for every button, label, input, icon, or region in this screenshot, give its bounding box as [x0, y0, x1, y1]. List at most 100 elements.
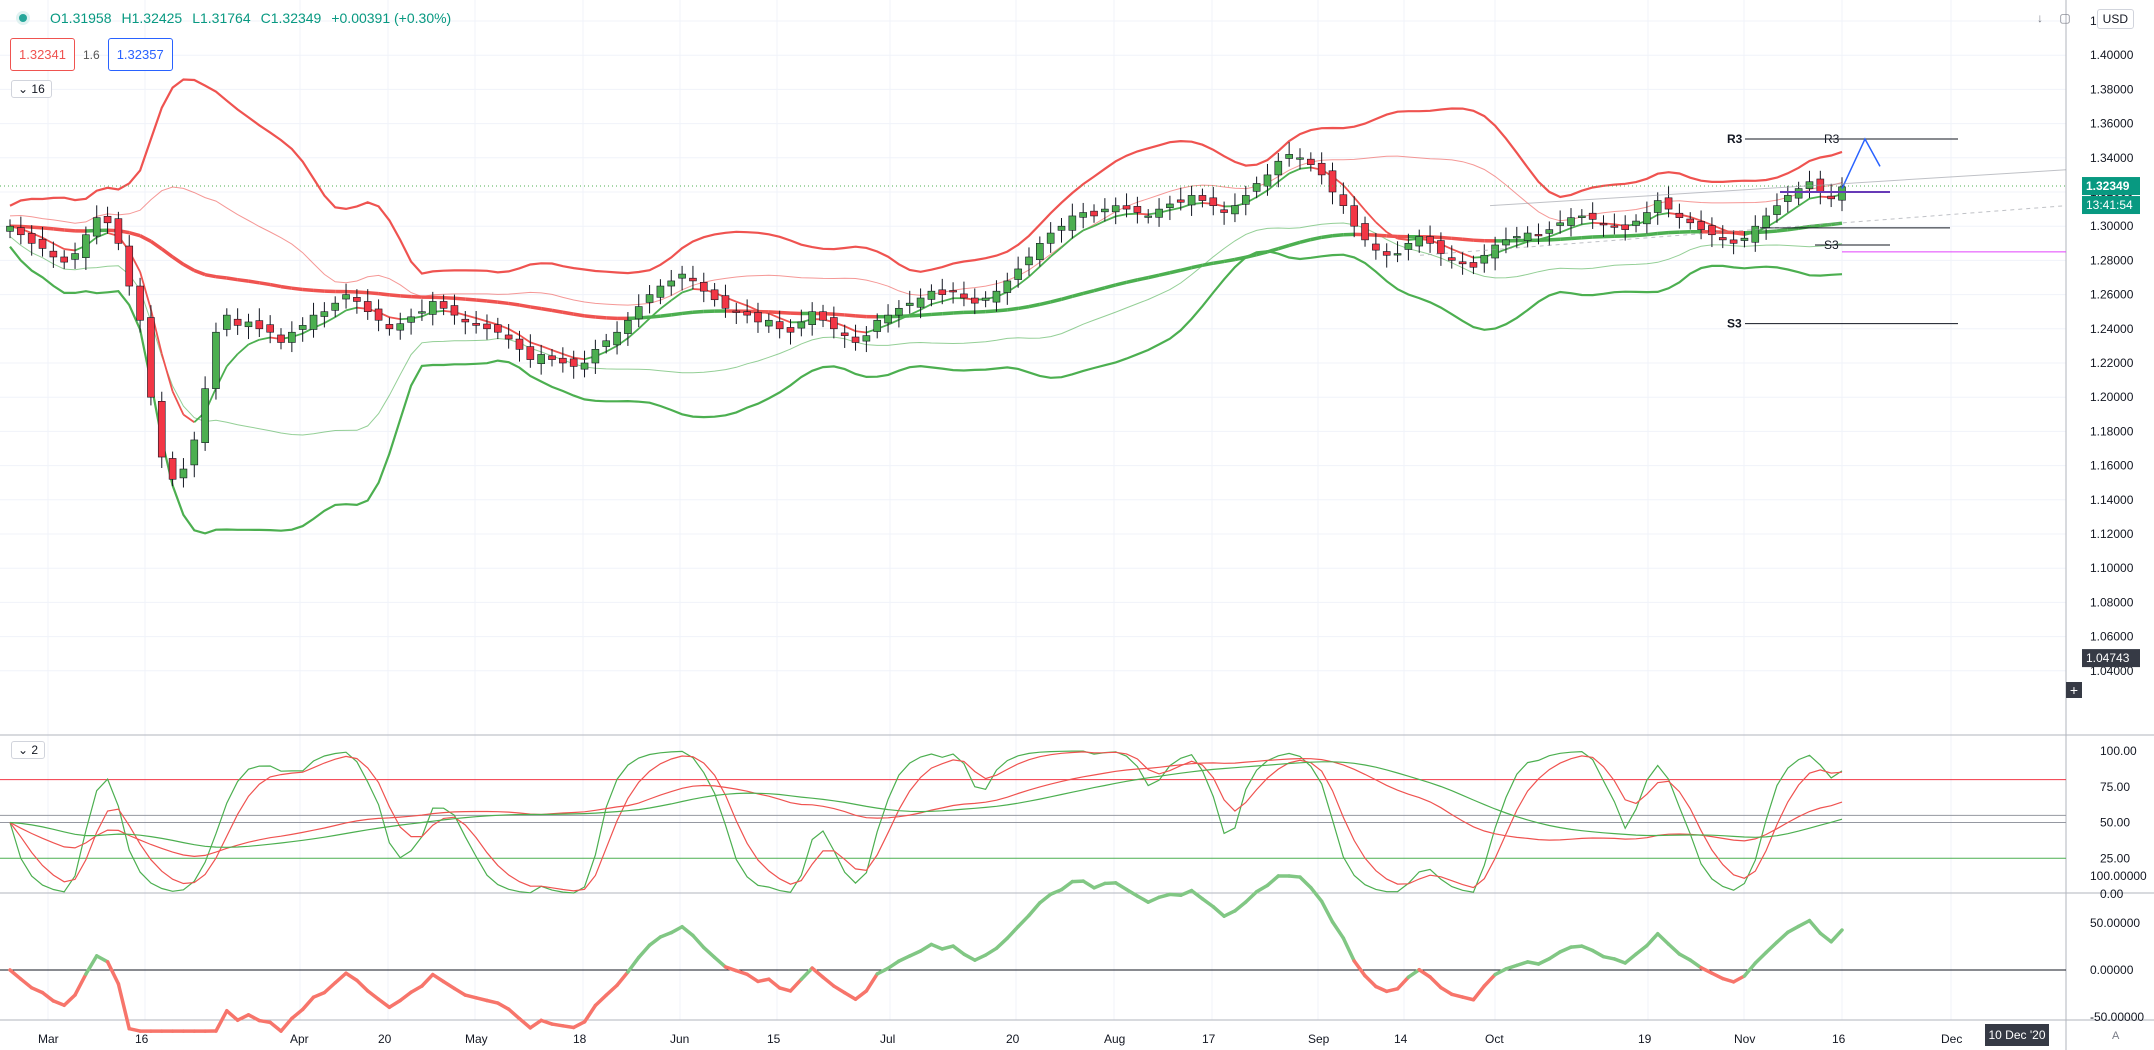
candle-body: [1263, 174, 1272, 187]
long-ma-segment: [1028, 302, 1041, 309]
long-ma-segment: [996, 308, 1008, 313]
short-ma-segment: [681, 288, 694, 294]
long-ma-segment: [1191, 263, 1203, 270]
crosshair-plus-icon[interactable]: +: [2066, 682, 2082, 698]
osc-segment: [702, 945, 717, 960]
osc-segment: [745, 972, 760, 984]
osc-segment: [918, 942, 934, 953]
candle-body: [288, 331, 296, 343]
pane2-indicators-toggle[interactable]: ⌄ 2: [11, 741, 46, 759]
candle-body: [819, 311, 827, 321]
osc-segment: [1048, 887, 1064, 897]
candle-body: [233, 318, 242, 326]
osc-segment: [94, 954, 110, 964]
candle-body: [905, 302, 914, 306]
osc-segment: [1200, 897, 1216, 909]
price-tick-label: 1.30000: [2090, 219, 2134, 233]
short-ma-segment: [389, 316, 401, 321]
osc-segment: [257, 1018, 272, 1025]
candle-body: [1241, 195, 1250, 205]
candle-body: [1296, 157, 1304, 160]
osc-segment: [1721, 976, 1736, 984]
long-ma-segment: [1560, 236, 1572, 241]
upper-inner-band-line: [9, 155, 1843, 306]
candle-body: [808, 311, 816, 325]
long-ma-segment: [1169, 268, 1182, 275]
short-ma-segment: [1733, 232, 1745, 236]
osc-segment: [1753, 950, 1768, 965]
short-ma-segment: [1581, 221, 1593, 226]
short-ma-segment: [757, 309, 770, 315]
osc-segment: [842, 991, 858, 1001]
osc-segment: [951, 944, 966, 956]
candle-body: [515, 338, 524, 350]
candle-body: [981, 297, 990, 301]
trend-channel-line: [1489, 169, 2067, 207]
indicators-toggle[interactable]: ⌄ 16: [11, 80, 52, 98]
short-ma-segment: [1256, 189, 1268, 198]
maximize-icon[interactable]: ▢: [2059, 11, 2071, 25]
candle-body: [212, 331, 220, 389]
candle-body: [1111, 205, 1120, 213]
buy-button[interactable]: 1.32357: [107, 38, 173, 71]
candle-body: [309, 314, 318, 330]
osc-segment: [734, 968, 749, 977]
auto-scale-button[interactable]: A: [2112, 1030, 2120, 1042]
osc-segment: [1330, 920, 1346, 940]
short-ma-segment: [746, 304, 759, 312]
candle-body: [1090, 210, 1098, 217]
candle-body: [1404, 243, 1413, 250]
time-tick-label: Sep: [1308, 1032, 1330, 1046]
short-ma-segment: [226, 353, 239, 367]
price-tick-label: 1.38000: [2090, 82, 2134, 96]
short-ma-segment: [887, 318, 900, 326]
long-ma-segment: [1071, 291, 1084, 299]
short-ma-segment: [1364, 209, 1377, 223]
grid-lines: [0, 0, 2066, 1020]
arrow-down-icon[interactable]: ↓: [2037, 11, 2043, 25]
candle-body: [537, 354, 545, 364]
osc-segment: [1298, 875, 1313, 890]
candle-body: [1838, 186, 1846, 201]
currency-label[interactable]: USD: [2096, 9, 2134, 29]
osc-segment: [615, 970, 630, 988]
osc-segment: [1059, 879, 1075, 892]
candle-body: [255, 320, 264, 330]
short-ma-segment: [530, 341, 542, 347]
countdown-badge-text: 13:41:54: [2086, 198, 2133, 212]
osc-segment: [463, 993, 478, 1000]
long-ma-segment: [833, 312, 845, 317]
osc-segment: [441, 979, 457, 991]
osc-segment: [235, 1013, 251, 1022]
long-ma-segment: [1180, 265, 1192, 272]
long-ma-segment: [1007, 306, 1019, 312]
short-ma-segment: [1776, 212, 1789, 222]
short-ma-segment: [508, 328, 520, 336]
long-ma-segment: [389, 293, 401, 298]
osc-segment: [777, 986, 793, 993]
long-ma-segment: [1256, 250, 1268, 257]
candle-body: [1361, 223, 1369, 241]
long-ma-segment: [497, 300, 509, 306]
candle-body: [602, 340, 611, 347]
long-ma-segment: [1440, 235, 1452, 241]
candle-body: [1155, 208, 1163, 218]
candle-body: [190, 439, 199, 466]
short-ma-segment: [540, 345, 553, 351]
candle-body: [114, 218, 123, 244]
osc-segment: [658, 930, 674, 939]
candle-body: [298, 325, 307, 330]
osc-segment: [40, 990, 56, 1003]
candle-body: [201, 388, 209, 443]
long-ma-segment: [606, 316, 618, 321]
sell-button[interactable]: 1.32341: [10, 38, 75, 71]
candle-body: [591, 349, 600, 364]
candle-body: [103, 215, 112, 224]
candle-body: [1610, 225, 1619, 228]
candle-body: [418, 311, 426, 314]
long-ma-segment: [475, 298, 488, 303]
candle-body: [1697, 221, 1705, 230]
short-ma-segment: [1093, 220, 1106, 227]
candle-body: [645, 294, 654, 303]
